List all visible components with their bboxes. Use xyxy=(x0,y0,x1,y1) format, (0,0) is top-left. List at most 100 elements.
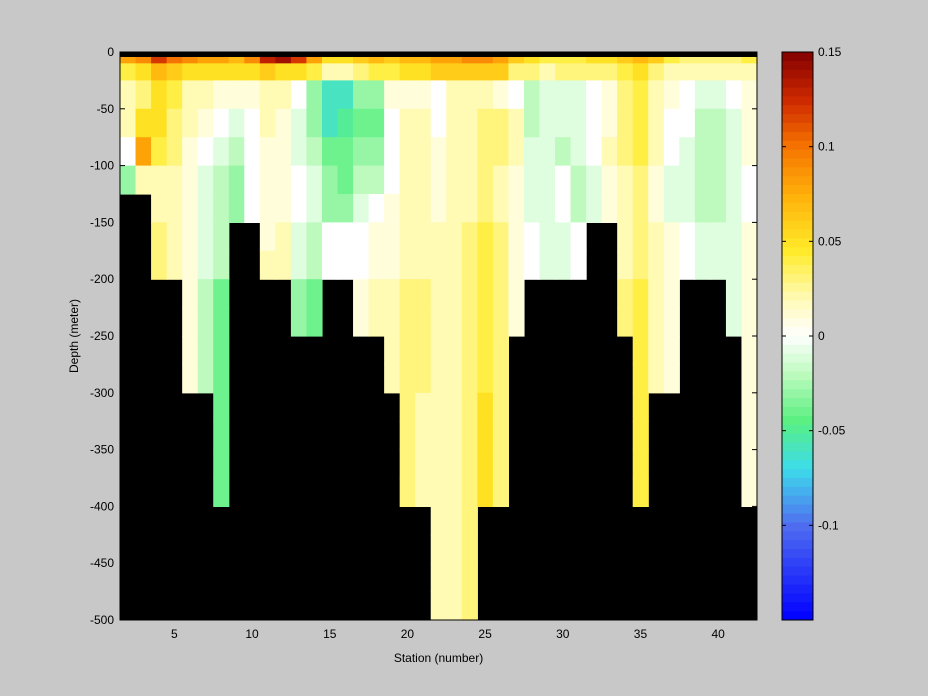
heatmap-cell xyxy=(741,250,758,280)
colorbar-swatch xyxy=(782,194,813,204)
colorbar-swatch xyxy=(782,371,813,381)
heatmap-cell xyxy=(244,108,261,138)
heatmap-cell xyxy=(523,250,541,280)
heatmap-cell xyxy=(648,80,665,110)
y-tick-label: -200 xyxy=(90,272,114,286)
heatmap-cell xyxy=(508,250,525,280)
heatmap-cell xyxy=(446,591,463,621)
heatmap-cell xyxy=(508,108,525,138)
heatmap-cell xyxy=(384,279,401,309)
heatmap-cell xyxy=(182,108,199,138)
heatmap-cell xyxy=(679,137,696,167)
heatmap-cell xyxy=(492,194,510,223)
y-axis-ticks: 0 -50 -100 -150 -200 -250 -300 -350 -400 -450 -500 xyxy=(90,45,757,627)
heatmap-cell xyxy=(399,336,416,365)
heatmap-cell xyxy=(694,194,711,223)
heatmap-cell xyxy=(368,307,385,337)
heatmap-cell xyxy=(663,364,680,394)
heatmap-cell xyxy=(539,194,556,223)
heatmap-cell xyxy=(430,279,447,309)
heatmap-cell xyxy=(570,63,587,81)
colorbar-swatch xyxy=(782,584,813,594)
heatmap-cell xyxy=(492,392,510,422)
heatmap-cell xyxy=(259,63,276,81)
colorbar-swatch xyxy=(782,300,813,310)
y-tick-label: 0 xyxy=(107,45,114,59)
heatmap-cell xyxy=(213,307,230,337)
heatmap-cell xyxy=(197,279,214,309)
heatmap-cell xyxy=(508,52,525,64)
heatmap-cell xyxy=(492,222,510,252)
heatmap-cell xyxy=(648,165,665,195)
heatmap-cell xyxy=(197,222,214,252)
heatmap-cell xyxy=(570,165,587,195)
heatmap-cell xyxy=(725,279,743,309)
heatmap-cell xyxy=(182,336,199,365)
heatmap-cell xyxy=(197,63,214,81)
colorbar-swatch xyxy=(782,149,813,159)
heatmap-cell xyxy=(182,250,199,280)
heatmap-cell xyxy=(694,108,711,138)
heatmap-cell xyxy=(508,63,525,81)
heatmap-cell xyxy=(710,52,727,64)
heatmap-cell xyxy=(244,52,261,64)
heatmap-cell xyxy=(166,222,183,252)
heatmap-cell xyxy=(415,307,432,337)
colorbar-swatch xyxy=(782,318,813,328)
colorbar-swatch xyxy=(782,202,813,213)
heatmap-cell xyxy=(151,165,168,195)
heatmap-cell xyxy=(663,307,680,337)
heatmap-cell xyxy=(632,222,649,252)
heatmap-cell xyxy=(166,137,183,167)
x-tick-label: 25 xyxy=(478,627,492,641)
heatmap-cell xyxy=(710,222,727,252)
heatmap-cell xyxy=(415,279,432,309)
y-tick-label: -450 xyxy=(90,556,114,570)
heatmap-cell xyxy=(337,250,354,280)
heatmap-cell xyxy=(275,165,292,195)
colorbar-swatch xyxy=(782,575,813,585)
y-axis-label: Depth (meter) xyxy=(67,299,81,373)
colorbar: 0.15 0.1 0.05 0 -0.05 -0.1 xyxy=(781,45,846,621)
heatmap-cell xyxy=(228,52,245,64)
heatmap-cell xyxy=(353,80,370,110)
heatmap-cell xyxy=(213,336,230,365)
heatmap-cell xyxy=(151,194,168,223)
heatmap-cell xyxy=(290,307,308,337)
heatmap-cell xyxy=(306,279,323,309)
heatmap-cell xyxy=(259,108,276,138)
heatmap-cell xyxy=(741,52,758,64)
heatmap-cell xyxy=(430,478,447,507)
heatmap-cell xyxy=(275,63,292,81)
surface-strip xyxy=(120,52,757,57)
y-tick-label: -100 xyxy=(90,159,114,173)
colorbar-swatch xyxy=(782,52,813,62)
heatmap-cell xyxy=(477,250,494,280)
heatmap-cell xyxy=(508,165,525,195)
heatmap-cell xyxy=(492,63,510,81)
heatmap-cell xyxy=(710,250,727,280)
heatmap-cell xyxy=(446,307,463,337)
heatmap-cell xyxy=(228,137,245,167)
heatmap-cell xyxy=(555,222,572,252)
heatmap-cell xyxy=(446,165,463,195)
heatmap-cell xyxy=(601,137,618,167)
heatmap-cell xyxy=(632,108,649,138)
heatmap-cell xyxy=(617,307,634,337)
heatmap-cell xyxy=(321,222,339,252)
x-tick-label: 30 xyxy=(556,627,570,641)
heatmap-cell xyxy=(120,52,137,64)
colorbar-swatch xyxy=(782,273,813,284)
x-tick-label: 20 xyxy=(401,627,415,641)
heatmap-cell xyxy=(259,222,276,252)
heatmap-cell xyxy=(586,52,603,64)
heatmap-cell xyxy=(368,250,385,280)
heatmap-cell xyxy=(741,364,758,394)
heatmap-cell xyxy=(663,137,680,167)
heatmap-cell xyxy=(492,336,510,365)
heatmap-cell xyxy=(306,165,323,195)
heatmap-cell xyxy=(197,108,214,138)
heatmap-cell xyxy=(353,108,370,138)
heatmap-cell xyxy=(228,80,245,110)
